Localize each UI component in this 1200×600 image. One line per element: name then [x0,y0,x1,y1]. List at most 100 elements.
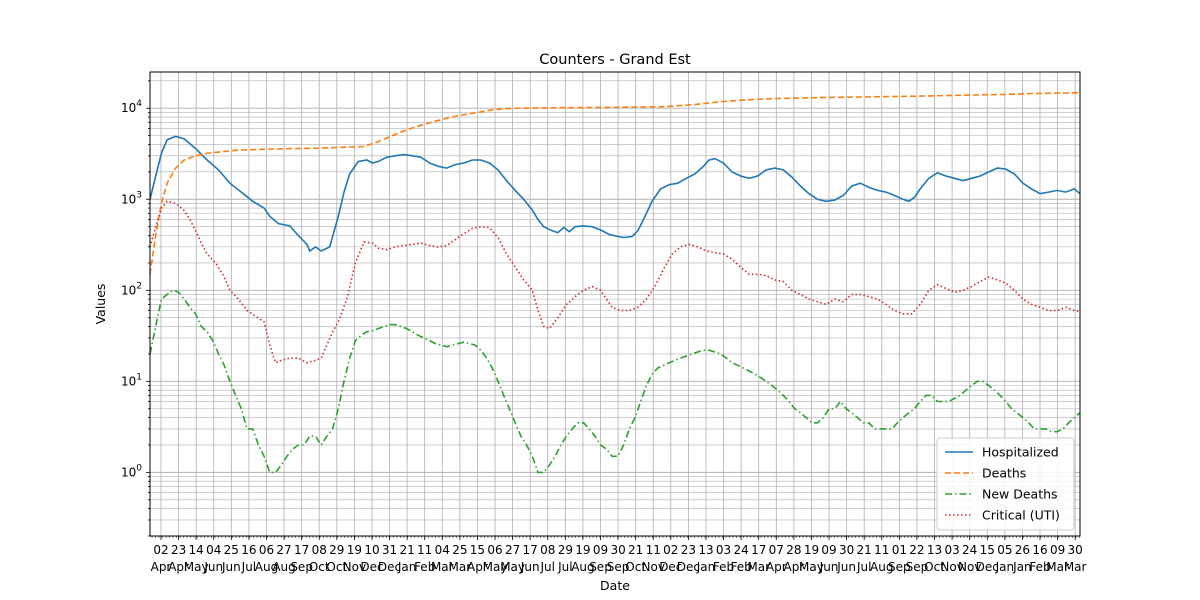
x-tick-label-day: 08 [312,543,327,557]
x-tick-label-month: Apr [467,560,488,574]
x-tick-label-month: Dec [976,560,999,574]
x-tick-label-day: 08 [540,543,555,557]
x-tick-label-month: Jun [836,560,856,574]
series-group [149,91,1081,474]
x-tick-label-month: Dec [677,560,700,574]
x-tick-label-month: Aug [571,560,594,574]
x-tick-label-day: 26 [1015,543,1030,557]
x-tick-label-day: 13 [698,543,713,557]
x-tick-label-day: 29 [558,543,573,557]
x-tick-label-month: Apr [168,560,189,574]
legend-box [936,437,1075,531]
y-tick-label: 101 [121,372,142,388]
x-tick-label-day: 11 [646,543,661,557]
x-tick-label-day: 10 [364,543,379,557]
x-tick-label-month: Feb [414,560,435,574]
x-tick-label-month: Dec [378,560,401,574]
x-tick-label-month: Jul [557,560,572,574]
x-tick-label-day: 21 [399,543,414,557]
x-tick-label-day: 02 [663,543,678,557]
x-tick-label-day: 27 [505,543,520,557]
x-tick-label-day: 15 [470,543,485,557]
x-tick-label-day: 03 [944,543,959,557]
x-tick-label-day: 15 [980,543,995,557]
x-tick-label-month: Jun [520,560,540,574]
x-tick-label-day: 27 [276,543,291,557]
x-tick-label-day: 19 [347,543,362,557]
x-tick-label-day: 11 [874,543,889,557]
x-tick-label-month: Jun [203,560,223,574]
x-tick-label-day: 17 [294,543,309,557]
x-tick-label-day: 19 [575,543,590,557]
x-tick-label-month: Oct [326,560,347,574]
x-tick-label-month: May [799,560,824,574]
y-axis-label: Values [93,284,108,325]
legend: Hospitalized Deaths New Deaths Critical (UT… [936,437,1075,531]
x-tick-label-month: Oct [309,560,330,574]
x-tick-label-month: Nov [958,560,981,574]
x-tick-label-month: Sep [290,560,313,574]
series-line-critical-uti [149,200,1081,364]
x-tick-label-month: Jan [995,560,1015,574]
x-tick-label-day: 19 [804,543,819,557]
x-tick-label-day: 30 [610,543,625,557]
x-tick-label-month: Jun [819,560,839,574]
x-tick-label-day: 04 [206,543,221,557]
x-tick-label-day: 21 [628,543,643,557]
x-tick-label-day: 03 [716,543,731,557]
x-tick-label-month: Jan [397,560,417,574]
x-tick-label-day: 24 [962,543,977,557]
x-tick-label-day: 24 [733,543,748,557]
x-tick-label-month: Mar [431,560,454,574]
x-tick-label-month: Mar [1046,560,1069,574]
x-tick-label-day: 13 [927,543,942,557]
x-tick-label-month: Jul [241,560,256,574]
x-tick-label-month: Oct [924,560,945,574]
series-line-deaths [149,91,1081,275]
series-line-new-deaths [149,289,1081,474]
grid [150,72,1080,537]
x-tick-label-day: 16 [1032,543,1047,557]
x-tick-label-day: 21 [857,543,872,557]
chart-title: Counters - Grand Est [539,52,691,68]
x-tick-label-month: Apr [783,560,804,574]
x-tick-label-day: 30 [839,543,854,557]
x-tick-label-month: Feb [731,560,752,574]
x-tick-label-month: Jan [1012,560,1032,574]
x-tick-label-month: Aug [272,560,295,574]
x-tick-label-month: Jun [221,560,241,574]
x-tick-label-month: Mar [1064,560,1087,574]
x-tick-label-month: Jul [540,560,555,574]
x-tick-label-day: 29 [329,543,344,557]
x-tick-label-day: 17 [751,543,766,557]
x-tick-label-day: 02 [153,543,168,557]
x-tick-label-month: Mar [449,560,472,574]
y-tick-label: 104 [121,99,142,115]
legend-label: New Deaths [982,487,1058,502]
x-tick-label-month: Aug [255,560,278,574]
legend-label: Hospitalized [982,445,1059,460]
x-tick-label-month: Sep [906,560,929,574]
x-tick-label-month: Apr [766,560,787,574]
x-tick-label-day: 16 [241,543,256,557]
x-tick-label-month: Apr [151,560,172,574]
x-tick-label-day: 01 [892,543,907,557]
x-tick-label-month: Sep [888,560,911,574]
legend-label: Deaths [982,466,1026,481]
x-tick-label-month: Jan [696,560,716,574]
x-tick-label-day: 25 [452,543,467,557]
x-tick-label-day: 23 [171,543,186,557]
x-tick-label-month: Aug [870,560,893,574]
x-tick-label-month: May [483,560,508,574]
x-tick-label-month: Nov [642,560,665,574]
x-tick-label-month: Feb [713,560,734,574]
x-tick-label-day: 06 [259,543,274,557]
x-tick-label-day: 30 [1068,543,1083,557]
x-tick-label-day: 04 [435,543,450,557]
y-tick-label: 103 [121,190,142,206]
series-line-hospitalized [149,135,1081,253]
x-tick-label-day: 31 [382,543,397,557]
x-tick-label-day: 22 [909,543,924,557]
x-tick-label-month: Mar [747,560,770,574]
x-tick-label-month: Dec [659,560,682,574]
